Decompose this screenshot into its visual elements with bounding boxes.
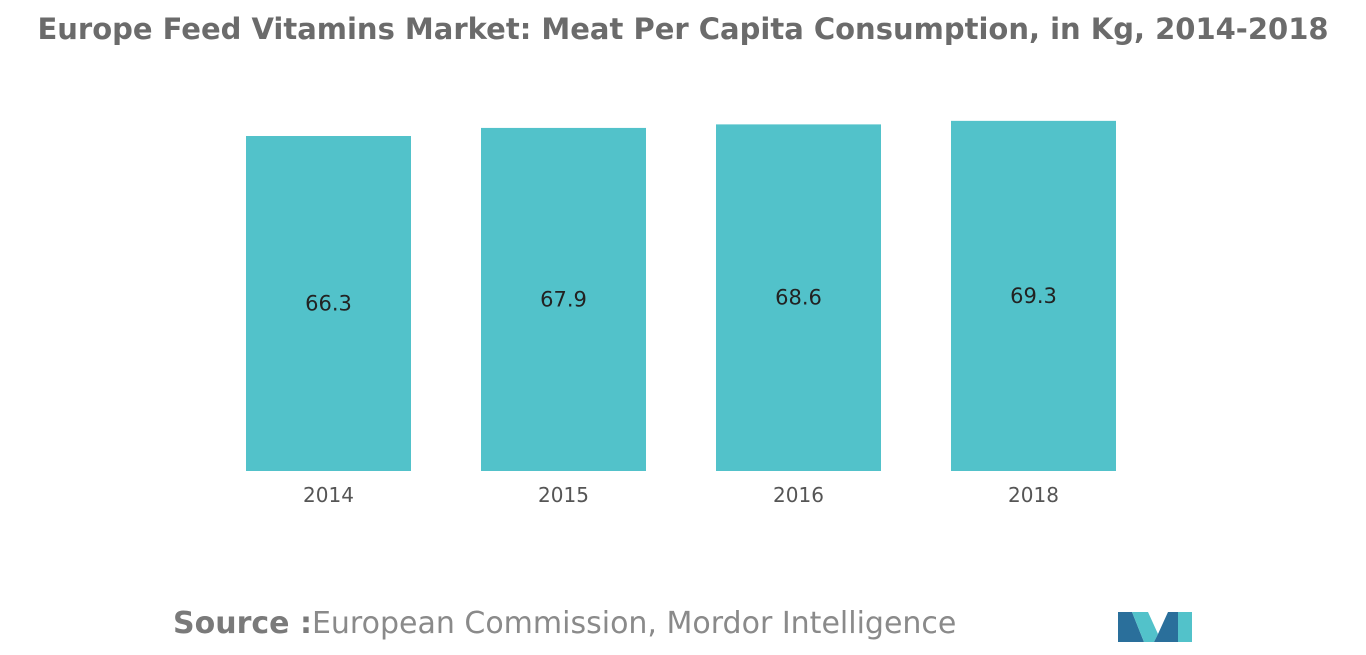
x-tick-label-2014: 2014 <box>303 483 354 507</box>
bar-value-label-2018: 69.3 <box>1010 284 1057 308</box>
bar-value-label-2015: 67.9 <box>540 287 587 311</box>
logo-shape-left <box>1118 612 1144 642</box>
bar-value-label-2016: 68.6 <box>775 286 822 310</box>
source-prefix: Source : <box>173 606 312 641</box>
bar-2016 <box>716 124 881 472</box>
logo-shape-right <box>1154 612 1178 642</box>
bar-2018 <box>951 120 1116 471</box>
logo-shape-end <box>1178 612 1192 642</box>
mordor-intelligence-logo-icon <box>1118 612 1192 642</box>
bar-labels-group: 66.3 67.9 68.6 69.3 <box>305 284 1057 316</box>
x-tick-label-2015: 2015 <box>538 483 589 507</box>
bar-2015 <box>481 127 646 471</box>
x-tick-label-2016: 2016 <box>773 483 824 507</box>
source-text: European Commission, Mordor Intelligence <box>311 606 957 641</box>
source-note: Source :European Commission, Mordor Inte… <box>173 606 956 641</box>
bar-2014 <box>246 136 411 471</box>
chart-title: Europe Feed Vitamins Market: Meat Per Ca… <box>37 12 1329 46</box>
logo-shape-mid <box>1132 612 1158 642</box>
bars-group <box>246 120 1116 472</box>
x-tick-label-2018: 2018 <box>1008 483 1059 507</box>
x-axis-ticks: 2014 2015 2016 2018 <box>303 483 1059 507</box>
bar-value-label-2014: 66.3 <box>305 292 352 316</box>
